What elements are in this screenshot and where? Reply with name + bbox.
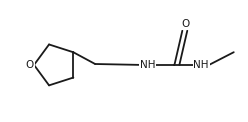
Text: O: O bbox=[26, 60, 34, 70]
Text: NH: NH bbox=[140, 60, 155, 70]
Text: NH: NH bbox=[193, 60, 209, 70]
Text: O: O bbox=[181, 19, 189, 29]
